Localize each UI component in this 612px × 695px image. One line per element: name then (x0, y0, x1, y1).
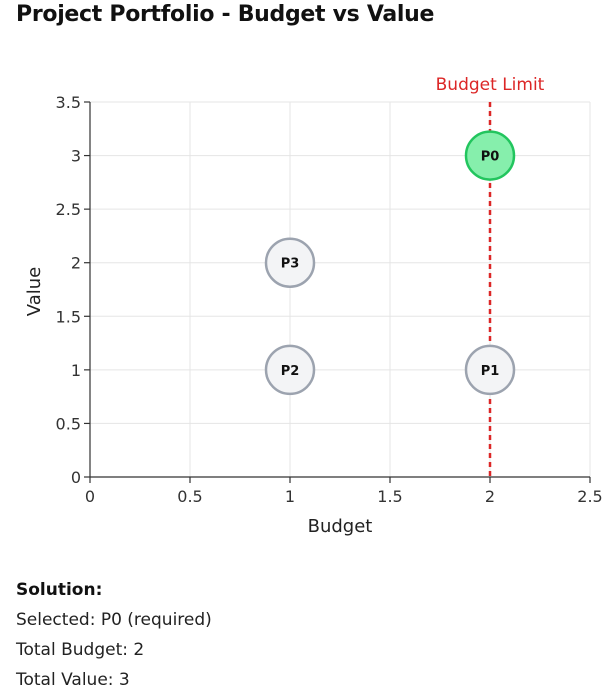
data-point: P0 (464, 130, 516, 181)
y-tick-label: 2.5 (56, 200, 81, 219)
data-point: P1 (464, 344, 516, 396)
y-tick-label: 1.5 (56, 307, 81, 326)
data-points: P0 P1 P2 P3 (264, 130, 516, 396)
budget-limit-group: Budget Limit (436, 75, 545, 477)
solution-heading: Solution: (16, 580, 103, 600)
y-tick-label: 3.5 (56, 93, 81, 112)
axis-titles: Budget Value (24, 267, 372, 537)
data-point-marker (464, 130, 516, 181)
axes: 0 0.5 1 1.5 2 2.5 0 0.5 1 1.5 2 2.5 3 3.5 (56, 93, 603, 506)
y-tick-label: 0.5 (56, 414, 81, 433)
data-point: P2 (264, 344, 316, 396)
x-tick-label: 1 (285, 487, 295, 506)
x-tick-label: 0.5 (177, 487, 202, 506)
budget-limit-label: Budget Limit (436, 75, 545, 95)
x-tick-label: 2 (485, 487, 495, 506)
data-point-label: P1 (481, 364, 500, 379)
solution-total-budget: Total Budget: 2 (16, 640, 145, 660)
y-tick-label: 1 (71, 361, 81, 380)
y-tick-label: 0 (71, 468, 81, 487)
solution-total-value: Total Value: 3 (16, 670, 130, 690)
y-tick-label: 2 (71, 254, 81, 273)
x-tick-label: 0 (85, 487, 95, 506)
y-axis-title: Value (24, 267, 45, 316)
data-point-label: P3 (281, 257, 300, 272)
data-point-marker (264, 237, 316, 288)
solution-panel: Solution: Selected: P0 (required) Total … (16, 575, 212, 695)
page-title: Project Portfolio - Budget vs Value (16, 2, 435, 27)
solution-selected: Selected: P0 (required) (16, 610, 212, 630)
data-point: P3 (264, 237, 316, 288)
data-point-label: P2 (281, 364, 300, 379)
y-tick-label: 3 (71, 147, 81, 166)
data-point-label: P0 (481, 150, 500, 165)
data-point-marker (264, 344, 316, 396)
x-axis-title: Budget (308, 516, 373, 537)
x-tick-label: 2.5 (577, 487, 602, 506)
data-point-marker (464, 344, 516, 396)
scatter-chart: 0 0.5 1 1.5 2 2.5 0 0.5 1 1.5 2 2.5 3 3.5 Budget Limi… (24, 75, 603, 537)
x-tick-label: 1.5 (377, 487, 402, 506)
